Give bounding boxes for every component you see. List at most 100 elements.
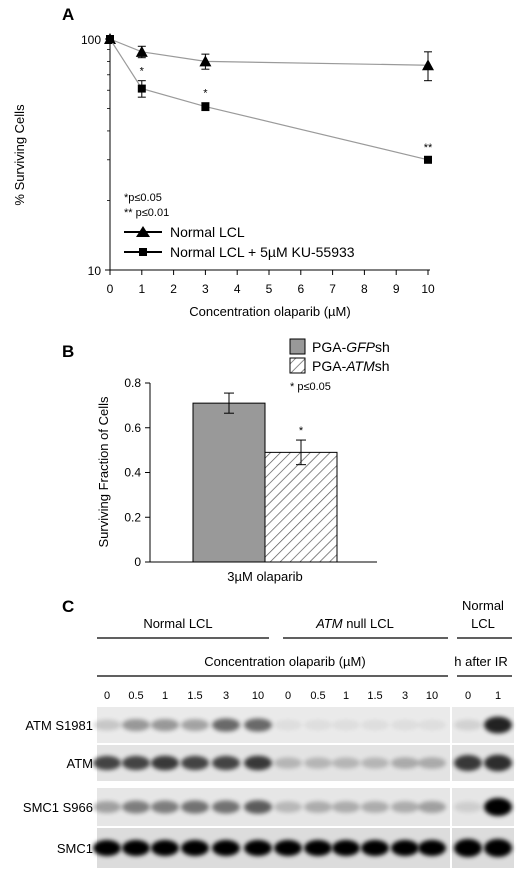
data-point-square [137, 84, 146, 93]
panel-label-c: C [62, 597, 74, 616]
data-point-triangle [135, 45, 148, 57]
y-axis-label-b: Surviving Fraction of Cells [96, 396, 111, 547]
protein-band [304, 840, 332, 856]
lane-label: 1.5 [187, 690, 202, 702]
x-tick-label-a: 1 [138, 282, 145, 296]
panel-label-b: B [62, 342, 74, 361]
protein-band [212, 840, 240, 856]
protein-band [151, 755, 179, 771]
legend-label-gfp: PGA-GFPsh [312, 339, 390, 355]
protein-band [181, 840, 209, 856]
lane-label: 0 [104, 690, 110, 702]
note-p005: *p≤0.05 [124, 192, 162, 204]
protein-band [244, 755, 272, 771]
protein-band [181, 755, 209, 771]
y-tick-label-b: 0.2 [124, 510, 141, 524]
series-line-0 [109, 38, 429, 66]
survival-bar-chart: Surviving Fraction of Cells 3µM olaparib… [96, 338, 390, 584]
protein-band [93, 840, 121, 856]
protein-band [361, 757, 389, 769]
lane-label: 1 [162, 690, 168, 702]
lane-label: 10 [426, 690, 438, 702]
lane-label: 3 [402, 690, 408, 702]
legend-swatch-atm [289, 357, 306, 374]
protein-band [122, 755, 150, 771]
lane-label: 0.5 [310, 690, 325, 702]
x-axis-label-a: Concentration olaparib (µM) [189, 304, 350, 319]
significance-marker-a: * [140, 66, 145, 78]
data-point-square [106, 35, 114, 43]
lane-label: 0.5 [128, 690, 143, 702]
protein-band [122, 800, 150, 814]
bar-0 [192, 402, 266, 563]
protein-band-ir [454, 801, 482, 813]
protein-band [332, 840, 360, 856]
legend-label-atm: PGA-ATMsh [312, 358, 390, 374]
protein-band-ir [484, 754, 512, 772]
x-tick-label-a: 0 [107, 282, 114, 296]
protein-band [181, 719, 209, 731]
protein-band-ir [484, 839, 512, 857]
conc-label: Concentration olaparib (µM) [204, 654, 365, 669]
protein-band [122, 840, 150, 856]
protein-band [244, 840, 272, 856]
y-tick-label-b: 0.6 [124, 421, 141, 435]
y-tick-label-b: 0.4 [124, 466, 141, 480]
legend-square-marker [139, 248, 147, 256]
protein-band [93, 801, 121, 813]
protein-band [391, 840, 419, 856]
note-b: * p≤0.05 [290, 381, 331, 393]
significance-marker-b: * [299, 425, 304, 437]
protein-band [93, 755, 121, 771]
data-point-triangle [199, 55, 212, 67]
protein-band [361, 719, 389, 731]
note-p001: ** p≤0.01 [124, 207, 169, 219]
protein-band [332, 719, 360, 731]
blot-row-label: ATM [67, 756, 93, 771]
protein-band [122, 718, 150, 732]
protein-band [244, 718, 272, 732]
y-tick-label-a: 10 [88, 264, 102, 278]
group-label-ir-1: Normal [462, 598, 504, 613]
protein-band [418, 719, 446, 731]
group-label-ir-2: LCL [471, 616, 495, 631]
protein-band [332, 757, 360, 769]
data-point-triangle [422, 59, 434, 71]
protein-band [212, 755, 240, 771]
legend-label-ku: Normal LCL + 5µM KU-55933 [170, 244, 355, 260]
protein-band [391, 719, 419, 731]
protein-band [151, 800, 179, 814]
group-label-atm-null: ATM null LCL [315, 616, 394, 631]
significance-marker-a: ** [424, 142, 433, 154]
protein-band [244, 800, 272, 814]
series-line-1 [109, 38, 429, 161]
protein-band [181, 800, 209, 814]
protein-band [304, 719, 332, 731]
protein-band [151, 840, 179, 856]
x-tick-label-a: 2 [170, 282, 177, 296]
data-point-square [201, 102, 210, 111]
x-tick-label-a: 8 [361, 282, 368, 296]
legend-a: *p≤0.05 ** p≤0.01 Normal LCL Normal LCL … [124, 192, 355, 260]
y-tick-label-a: 100 [81, 33, 101, 47]
protein-band [304, 757, 332, 769]
protein-band [361, 801, 389, 813]
y-axis-label-a: % Surviving Cells [12, 104, 27, 206]
protein-band [274, 719, 302, 731]
protein-band [361, 840, 389, 856]
blot-row-label: SMC1 S966 [23, 800, 93, 815]
survival-line-chart: % Surviving Cells Concentration olaparib… [12, 33, 435, 319]
legend-b: PGA-GFPsh PGA-ATMsh * p≤0.05 [289, 338, 390, 393]
ir-lane-label: 1 [495, 690, 501, 702]
protein-band [274, 757, 302, 769]
y-tick-label-b: 0 [134, 555, 141, 569]
protein-band [418, 757, 446, 769]
x-tick-label-a: 3 [202, 282, 209, 296]
protein-band-ir [454, 755, 482, 771]
lane-label: 0 [285, 690, 291, 702]
protein-band [332, 801, 360, 813]
lane-label: 1 [343, 690, 349, 702]
protein-band [274, 840, 302, 856]
protein-band-ir [484, 798, 512, 816]
protein-band [151, 718, 179, 732]
